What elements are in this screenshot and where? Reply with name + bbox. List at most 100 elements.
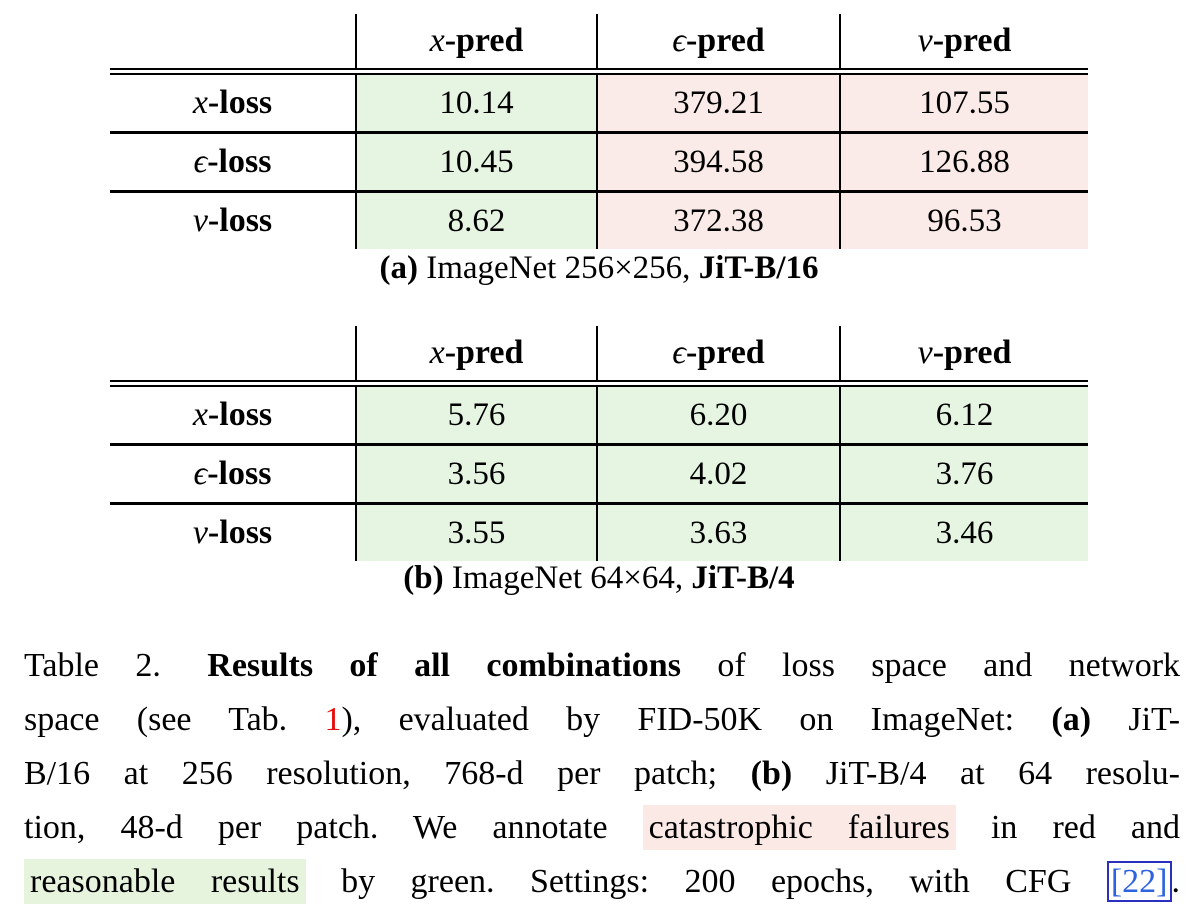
caption-text: JiT- bbox=[1128, 701, 1181, 738]
fid-cell: 394.58 bbox=[596, 132, 840, 192]
marker-b: (b) bbox=[750, 755, 793, 792]
caption-line-3: B/16 at 256 resolution, 768-d per patch;… bbox=[24, 747, 1180, 801]
math-var: ϵ bbox=[672, 334, 686, 371]
caption-text: JiT-B/4 at 64 resolu- bbox=[825, 755, 1181, 792]
subcaption-label: (b) bbox=[403, 560, 444, 596]
math-var: x bbox=[429, 22, 445, 59]
fid-cell: 3.63 bbox=[596, 503, 840, 561]
col-header-x-pred: x-pred bbox=[355, 14, 597, 72]
subcaption-b: (b) ImageNet 64×64, JiT-B/4 bbox=[110, 558, 1088, 598]
col-header-v-pred: v-pred bbox=[839, 14, 1088, 72]
row-suffix: -loss bbox=[207, 202, 273, 239]
fid-cell: 8.62 bbox=[355, 191, 597, 249]
math-var: ϵ bbox=[193, 455, 208, 492]
fid-cell: 3.56 bbox=[355, 444, 597, 504]
caption-text: of loss space and network bbox=[717, 647, 1181, 684]
header-row: x-pred ϵ-pred v-pred bbox=[110, 14, 1088, 72]
fid-table-imagenet64: x-pred ϵ-pred v-pred x-loss 5.76 6.20 6.… bbox=[110, 326, 1088, 561]
row-label-eps-loss: ϵ-loss bbox=[110, 132, 356, 192]
fid-cell: 10.14 bbox=[355, 71, 597, 133]
caption-text: by green. Settings: 200 epochs, with CFG bbox=[341, 863, 1072, 900]
col-suffix: -pred bbox=[685, 22, 765, 59]
math-var: x bbox=[429, 334, 445, 371]
header-row: x-pred ϵ-pred v-pred bbox=[110, 326, 1088, 384]
fid-cell: 107.55 bbox=[839, 71, 1088, 133]
fid-cell: 3.55 bbox=[355, 503, 597, 561]
fid-cell: 3.46 bbox=[839, 503, 1088, 561]
col-suffix: -pred bbox=[685, 334, 765, 371]
fid-cell: 126.88 bbox=[839, 132, 1088, 192]
corner-cell bbox=[110, 326, 356, 384]
col-suffix: -pred bbox=[444, 334, 524, 371]
marker-a: (a) bbox=[1051, 701, 1092, 738]
table-caption: Table 2. Results of all combinations of … bbox=[24, 639, 1180, 909]
table-row: v-loss 8.62 372.38 96.53 bbox=[110, 191, 1088, 249]
table-1-reference-link[interactable]: 1 bbox=[324, 701, 342, 738]
fid-cell: 379.21 bbox=[596, 71, 840, 133]
col-header-eps-pred: ϵ-pred bbox=[596, 326, 840, 384]
row-label-eps-loss: ϵ-loss bbox=[110, 444, 356, 504]
math-var: ϵ bbox=[193, 143, 208, 180]
row-suffix: -loss bbox=[207, 143, 272, 180]
fid-cell: 10.45 bbox=[355, 132, 597, 192]
row-suffix: -loss bbox=[207, 396, 273, 433]
results-table-b: x-pred ϵ-pred v-pred x-loss 5.76 6.20 6.… bbox=[110, 326, 1088, 561]
fid-cell: 6.12 bbox=[839, 383, 1088, 445]
fid-cell: 96.53 bbox=[839, 191, 1088, 249]
math-var: x bbox=[192, 84, 208, 121]
caption-line-2: space (see Tab. 1), evaluated by FID-50K… bbox=[24, 693, 1180, 747]
caption-bold-phrase: Results of all combinations bbox=[207, 647, 681, 684]
caption-text: in red and bbox=[990, 809, 1181, 846]
caption-text: . bbox=[1171, 863, 1181, 900]
row-label-x-loss: x-loss bbox=[110, 383, 356, 445]
table-row: ϵ-loss 3.56 4.02 3.76 bbox=[110, 444, 1088, 504]
table-row: v-loss 3.55 3.63 3.46 bbox=[110, 503, 1088, 561]
caption-text: B/16 at 256 resolution, 768-d per patch; bbox=[24, 755, 718, 792]
math-var: v bbox=[917, 334, 933, 371]
col-header-v-pred: v-pred bbox=[839, 326, 1088, 384]
fid-table-imagenet256: x-pred ϵ-pred v-pred x-loss 10.14 379.21… bbox=[110, 14, 1088, 249]
math-var: v bbox=[192, 202, 208, 239]
corner-cell bbox=[110, 14, 356, 72]
math-var: ϵ bbox=[672, 22, 686, 59]
caption-label: Table 2. bbox=[24, 647, 161, 684]
subcaption-text: ImageNet 256×256, bbox=[426, 250, 691, 286]
table-row: x-loss 5.76 6.20 6.12 bbox=[110, 383, 1088, 445]
row-label-x-loss: x-loss bbox=[110, 71, 356, 133]
col-suffix: -pred bbox=[444, 22, 524, 59]
math-var: v bbox=[192, 514, 208, 551]
fid-cell: 4.02 bbox=[596, 444, 840, 504]
subcaption-model: JiT-B/16 bbox=[698, 250, 819, 286]
caption-line-1: Table 2. Results of all combinations of … bbox=[24, 639, 1180, 693]
row-suffix: -loss bbox=[207, 514, 273, 551]
reasonable-results-highlight: reasonable results bbox=[24, 859, 306, 904]
subcaption-label: (a) bbox=[379, 250, 418, 286]
caption-text: space (see Tab. bbox=[24, 701, 288, 738]
caption-line-4: tion, 48-d per patch. We annotate catast… bbox=[24, 801, 1180, 855]
fid-cell: 3.76 bbox=[839, 444, 1088, 504]
row-suffix: -loss bbox=[207, 84, 273, 121]
fid-cell: 6.20 bbox=[596, 383, 840, 445]
col-header-eps-pred: ϵ-pred bbox=[596, 14, 840, 72]
col-suffix: -pred bbox=[932, 22, 1012, 59]
subcaption-model: JiT-B/4 bbox=[691, 560, 795, 596]
math-var: v bbox=[917, 22, 933, 59]
row-suffix: -loss bbox=[207, 455, 272, 492]
math-var: x bbox=[192, 396, 208, 433]
col-header-x-pred: x-pred bbox=[355, 326, 597, 384]
caption-line-5: reasonable results by green. Settings: 2… bbox=[24, 855, 1180, 909]
table-row: ϵ-loss 10.45 394.58 126.88 bbox=[110, 132, 1088, 192]
table-row: x-loss 10.14 379.21 107.55 bbox=[110, 71, 1088, 133]
subcaption-a: (a) ImageNet 256×256, JiT-B/16 bbox=[110, 248, 1088, 288]
citation-22-link[interactable]: [22] bbox=[1106, 861, 1172, 902]
subcaption-text: ImageNet 64×64, bbox=[451, 560, 684, 596]
caption-text: tion, 48-d per patch. We annotate bbox=[24, 809, 608, 846]
catastrophic-failures-highlight: catastrophic failures bbox=[642, 805, 956, 850]
fid-cell: 372.38 bbox=[596, 191, 840, 249]
results-table-a: x-pred ϵ-pred v-pred x-loss 10.14 379.21… bbox=[110, 14, 1088, 249]
row-label-v-loss: v-loss bbox=[110, 191, 356, 249]
col-suffix: -pred bbox=[932, 334, 1012, 371]
fid-cell: 5.76 bbox=[355, 383, 597, 445]
caption-text: ), evaluated by FID-50K on ImageNet: bbox=[341, 701, 1015, 738]
row-label-v-loss: v-loss bbox=[110, 503, 356, 561]
